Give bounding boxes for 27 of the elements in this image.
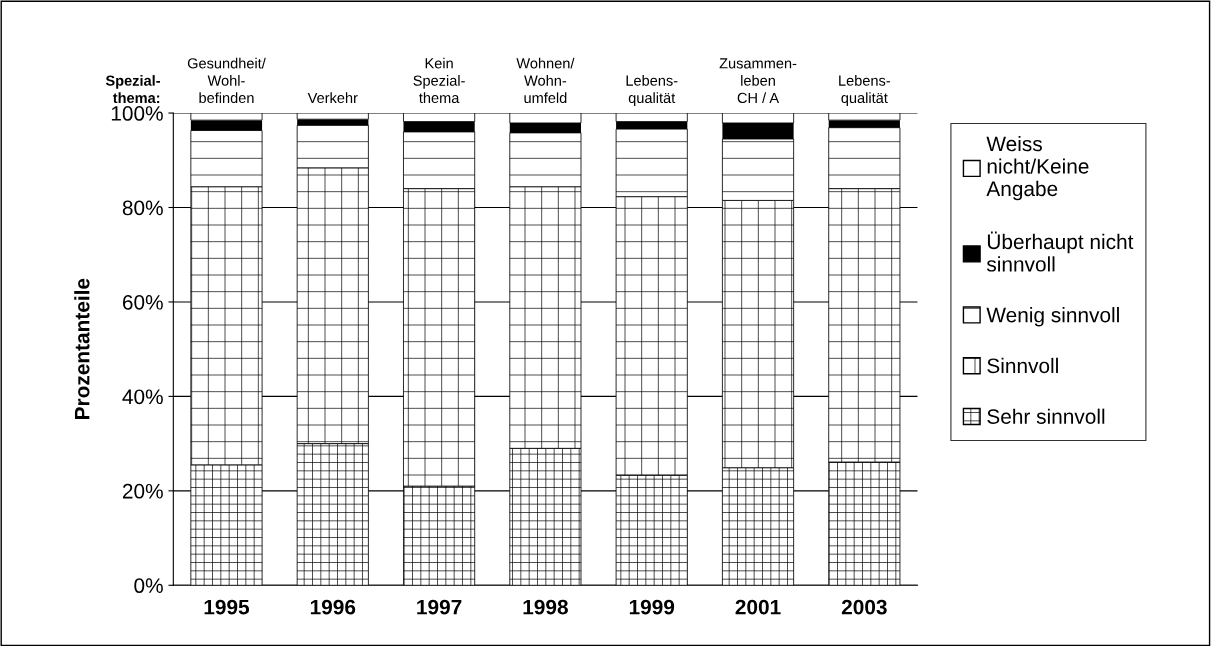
legend-label: Überhaupt nicht sinnvoll [986, 231, 1134, 272]
y-axis-title: Prozentanteile [74, 278, 90, 419]
legend-label: Sinnvoll [987, 357, 1058, 374]
x-tick-label: 1999 [629, 599, 675, 615]
y-tick-label: 0% [134, 578, 163, 594]
y-tick-label: 40% [122, 389, 163, 405]
text: Kein Spezial- thema [413, 57, 465, 104]
legend-label: Sehr sinnvoll [987, 408, 1105, 424]
legend-label: Wenig sinnvoll [986, 307, 1119, 327]
text: Zusammen- leben CH / A [719, 58, 797, 104]
x-tick-label: 2003 [841, 599, 887, 615]
text: Spezial- thema: [105, 75, 160, 104]
text: Gesundheit/ Wohl- befinden [187, 57, 266, 104]
text: Wohnen/ Wohn- umfeld [516, 57, 575, 104]
y-tick-label: 20% [122, 483, 163, 499]
y-tick-label: 100% [111, 106, 163, 121]
text: Verkehr [307, 92, 358, 104]
x-tick-label: 1996 [310, 599, 356, 615]
y-tick-label: 80% [122, 200, 163, 216]
x-tick-label: 1997 [417, 599, 462, 615]
x-tick-label: 2001 [735, 599, 781, 615]
y-tick-label: 60% [122, 294, 163, 310]
legend-label: Weiss nicht/Keine Angabe [986, 135, 1089, 201]
x-tick-label: 1995 [204, 599, 250, 615]
x-tick-label: 1998 [523, 599, 568, 615]
text: Lebens- qualität [839, 75, 891, 106]
text: Lebens- qualität [626, 75, 678, 106]
